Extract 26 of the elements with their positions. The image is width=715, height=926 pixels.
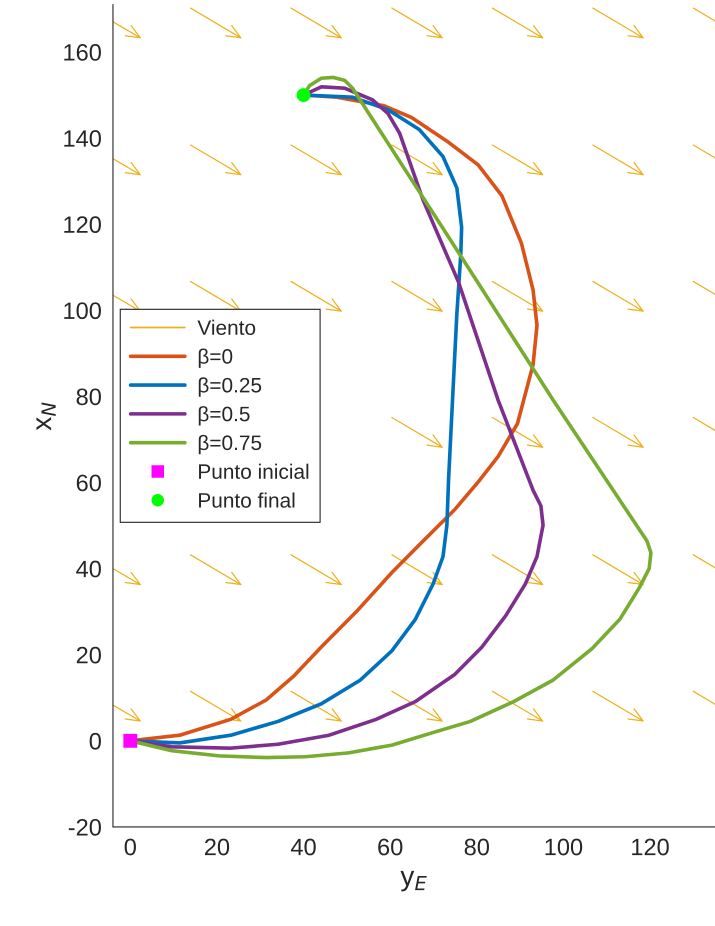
- x-tick-label: 80: [464, 838, 489, 856]
- y-tick-label: 60: [76, 474, 101, 492]
- legend-label: Punto final: [199, 492, 294, 508]
- x-tick-label: 120: [632, 838, 669, 856]
- legend-label: β=0.25: [198, 377, 262, 397]
- y-axis-title: x$_{N}$: [36, 402, 56, 430]
- x-tick-label: 60: [378, 838, 402, 856]
- legend-label: β=0.5: [198, 406, 250, 426]
- x-axis-title: y$_{E}$: [400, 870, 427, 892]
- legend-label: β=0.75: [198, 434, 262, 454]
- x-tick-label: 40: [290, 838, 316, 856]
- y-tick-label: 40: [76, 560, 101, 578]
- y-tick-label: 100: [64, 302, 101, 320]
- y-tick-label: 0: [90, 732, 101, 750]
- legend-label: β=0: [198, 348, 232, 368]
- y-tick-label: 120: [64, 216, 101, 233]
- legend-label: Viento: [197, 320, 256, 335]
- legend-label: Punto inicial: [199, 464, 308, 479]
- y-tick-label: 20: [76, 646, 101, 664]
- x-tick-label: 0: [124, 838, 136, 856]
- x-tick-label: 20: [204, 838, 230, 856]
- y-tick-label: 80: [76, 388, 101, 406]
- y-tick-label: 160: [64, 44, 101, 61]
- y-tick-label: 140: [64, 130, 101, 147]
- x-tick-label: 100: [546, 838, 582, 856]
- y-tick-label: -20: [68, 818, 101, 836]
